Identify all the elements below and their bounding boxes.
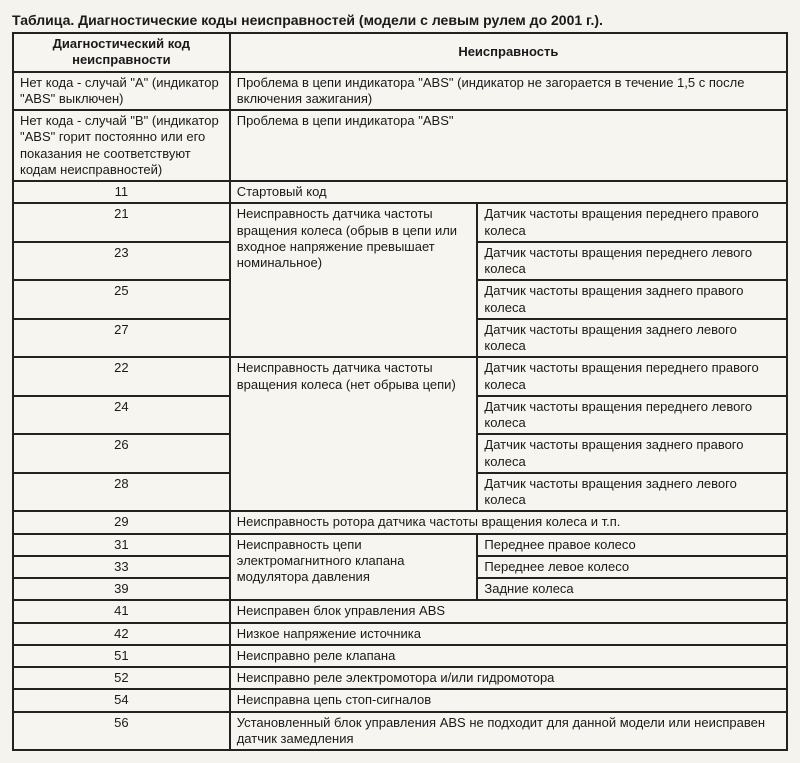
fault-desc-cell: Неисправность датчика частоты вращения к… [230,357,478,511]
table-row: 54 Неисправна цепь стоп-сигналов [13,689,787,711]
fault-detail-cell: Переднее правое колесо [477,534,787,556]
table-row: 51 Неисправно реле клапана [13,645,787,667]
fault-detail-cell: Датчик частоты вращения переднего правог… [477,357,787,396]
code-cell: 52 [13,667,230,689]
fault-detail-cell: Датчик частоты вращения заднего левого к… [477,319,787,358]
code-cell: 11 [13,181,230,203]
header-fault: Неисправность [230,33,787,72]
code-cell: Нет кода - случай "В" (индикатор "ABS" г… [13,110,230,181]
header-code: Диагностический код неисправности [13,33,230,72]
table-row: 21 Неисправность датчика частоты вращени… [13,203,787,242]
code-cell: 33 [13,556,230,578]
code-cell: 21 [13,203,230,242]
fault-cell: Неисправность ротора датчика частоты вра… [230,511,787,533]
diagnostic-codes-table: Диагностический код неисправности Неиспр… [12,32,788,751]
fault-cell: Низкое напряжение источника [230,623,787,645]
fault-desc-cell: Неисправность датчика частоты вращения к… [230,203,478,357]
fault-detail-cell: Датчик частоты вращения переднего правог… [477,203,787,242]
table-row: 22 Неисправность датчика частоты вращени… [13,357,787,396]
table-row: 11 Стартовый код [13,181,787,203]
fault-desc-cell: Неисправность цепи электромагнитного кла… [230,534,478,601]
code-cell: 51 [13,645,230,667]
fault-cell: Установленный блок управления ABS не под… [230,712,787,751]
fault-detail-cell: Датчик частоты вращения переднего левого… [477,396,787,435]
table-row: 31 Неисправность цепи электромагнитного … [13,534,787,556]
code-cell: 25 [13,280,230,319]
fault-detail-cell: Датчик частоты вращения заднего левого к… [477,473,787,512]
code-cell: 56 [13,712,230,751]
fault-detail-cell: Переднее левое колесо [477,556,787,578]
fault-cell: Неисправна цепь стоп-сигналов [230,689,787,711]
fault-cell: Неисправен блок управления ABS [230,600,787,622]
fault-cell: Проблема в цепи индикатора "ABS" (индика… [230,72,787,111]
code-cell: 24 [13,396,230,435]
code-cell: 23 [13,242,230,281]
fault-cell: Стартовый код [230,181,787,203]
fault-cell: Проблема в цепи индикатора "ABS" [230,110,787,181]
code-cell: 26 [13,434,230,473]
code-cell: 29 [13,511,230,533]
code-cell: 22 [13,357,230,396]
fault-cell: Неисправно реле клапана [230,645,787,667]
fault-detail-cell: Задние колеса [477,578,787,600]
code-cell: 42 [13,623,230,645]
code-cell: 39 [13,578,230,600]
table-row: 41 Неисправен блок управления ABS [13,600,787,622]
code-cell: 41 [13,600,230,622]
fault-detail-cell: Датчик частоты вращения переднего левого… [477,242,787,281]
code-cell: Нет кода - случай "А" (индикатор "ABS" в… [13,72,230,111]
table-row: Нет кода - случай "А" (индикатор "ABS" в… [13,72,787,111]
table-title: Таблица. Диагностические коды неисправно… [12,12,788,28]
table-header-row: Диагностический код неисправности Неиспр… [13,33,787,72]
code-cell: 27 [13,319,230,358]
table-row: Нет кода - случай "В" (индикатор "ABS" г… [13,110,787,181]
code-cell: 31 [13,534,230,556]
table-row: 42 Низкое напряжение источника [13,623,787,645]
table-row: 52 Неисправно реле электромотора и/или г… [13,667,787,689]
table-row: 29 Неисправность ротора датчика частоты … [13,511,787,533]
fault-detail-cell: Датчик частоты вращения заднего правого … [477,280,787,319]
fault-cell: Неисправно реле электромотора и/или гидр… [230,667,787,689]
table-row: 56 Установленный блок управления ABS не … [13,712,787,751]
fault-detail-cell: Датчик частоты вращения заднего правого … [477,434,787,473]
code-cell: 54 [13,689,230,711]
code-cell: 28 [13,473,230,512]
